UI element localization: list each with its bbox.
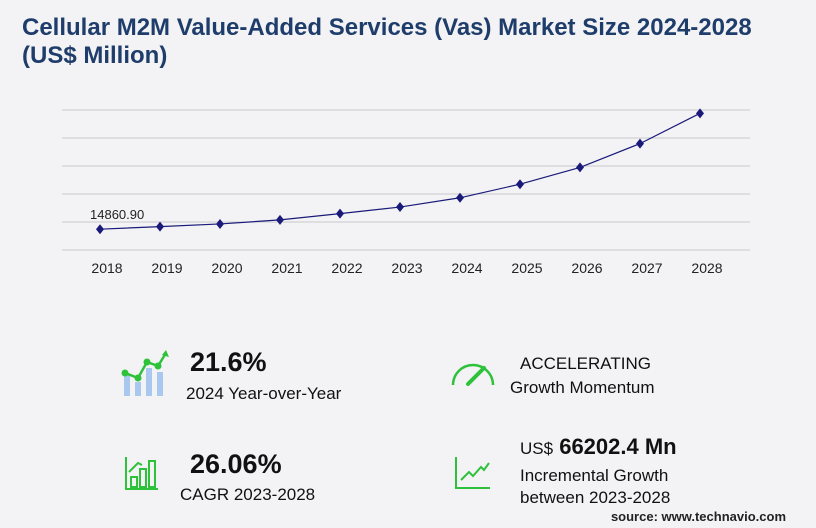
incremental-label-2: between 2023-2028 [520,488,671,507]
x-tick-label: 2025 [511,260,542,276]
data-point-2020 [216,218,224,229]
data-point-2025 [516,179,524,190]
speedometer-icon [451,363,495,386]
x-tick-label: 2028 [691,260,722,276]
x-tick-label: 2021 [271,260,302,276]
trend-up-icon [455,457,490,489]
data-point-2023 [396,202,404,213]
yoy-value: 21.6% [190,347,267,377]
source-note: source: www.technavio.com [610,509,786,524]
x-tick-label: 2022 [331,260,362,276]
incremental-value: 66202.4 Mn [559,434,677,459]
data-point-2024 [456,192,464,203]
x-tick-label: 2027 [631,260,662,276]
data-point-2019 [156,221,164,232]
data-point-2022 [336,208,344,219]
series-line: 14860.90 [90,108,704,235]
data-point-2027 [636,138,644,149]
data-point-2021 [276,214,284,225]
x-tick-label: 2020 [211,260,242,276]
x-tick-label: 2024 [451,260,482,276]
momentum-label: Growth Momentum [510,378,655,397]
data-label: 14860.90 [90,207,144,222]
bar-chart-icon [125,457,158,490]
incremental-label-1: Incremental Growth [520,466,669,485]
x-tick-label: 2019 [151,260,182,276]
growth-chart-icon [121,350,169,396]
data-point-2028 [696,108,704,119]
x-tick-label: 2023 [391,260,422,276]
line-chart: 14860.90 2018 2019 2020 2021 2022 2023 2024 202… [62,108,750,276]
data-point-2018 [96,224,104,235]
currency-prefix: US$ [520,439,554,458]
momentum-value: ACCELERATING [520,354,651,373]
x-tick-label: 2026 [571,260,602,276]
gridlines [62,109,750,251]
cagr-value: 26.06% [190,449,282,479]
yoy-label: 2024 Year-over-Year [186,384,342,403]
chart-title: Cellular M2M Value-Added Services (Vas) … [22,14,752,69]
x-tick-label: 2018 [91,260,122,276]
incremental-growth: US$ 66202.4 Mn [520,434,677,460]
cagr-label: CAGR 2023-2028 [180,485,316,504]
x-axis-ticks: 2018 2019 2020 2021 2022 2023 2024 2025 2026 2027… [91,260,722,276]
data-point-2026 [576,162,584,173]
